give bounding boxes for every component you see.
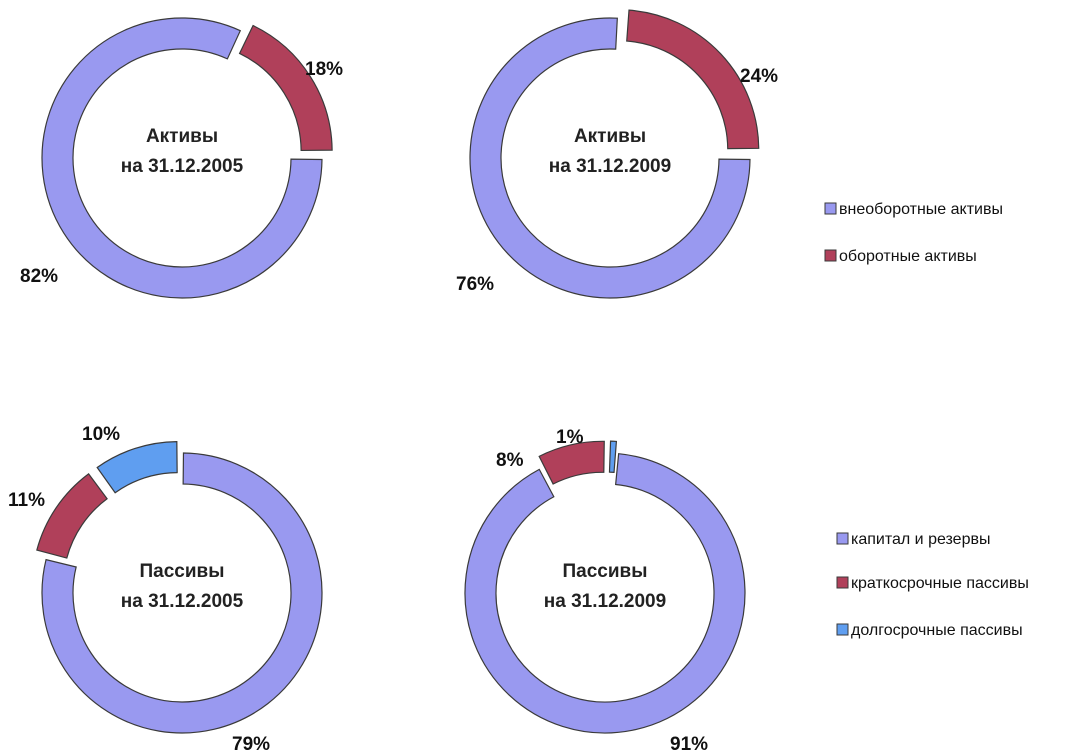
legend-liabilities: капитал и резервы краткосрочные пассивы … [836,531,1029,639]
data-label-kratkosrochnye: 8% [496,450,524,471]
legend-swatch-kapital [836,532,849,545]
donut-slice-1 [464,453,746,734]
chart-center-title: Активы [574,126,646,147]
donut-slice-3 [608,440,618,473]
legend-item: оборотные активы [824,248,977,265]
chart-center-title: Пассивы [140,561,225,582]
donut-slice-2 [238,24,333,152]
donut-chart-liabilities-2005: Пассивы на 31.12.2005 79% 11% 10% [8,424,323,755]
donut-slice-1 [41,452,323,734]
data-label-oborotnye: 24% [740,66,778,87]
data-label-kratkosrochnye: 11% [8,490,45,511]
legend-swatch-vneoborotnye [824,202,837,215]
data-label-dolgosrochnye: 10% [82,424,120,445]
legend-item: внеоборотные активы [824,201,1003,218]
donut-chart-assets-2005: Активы на 31.12.2005 82% 18% [20,17,343,299]
legend-swatch-dolgosrochnye [836,623,849,636]
donut-chart-liabilities-2009: Пассивы на 31.12.2009 91% 8% 1% [464,427,746,755]
data-label-oborotnye: 18% [305,59,343,80]
legend-item: капитал и резервы [836,531,990,548]
data-label-kapital: 79% [232,734,270,755]
chart-center-title: Пассивы [563,561,648,582]
donut-slice-2 [538,440,605,485]
legend-swatch-oborotnye [824,249,837,262]
legend-swatch-kratkosrochnye [836,576,849,589]
legend-item: долгосрочные пассивы [836,622,1023,639]
legend-item: краткосрочные пассивы [836,575,1029,592]
data-label-dolgosrochnye: 1% [556,427,584,448]
data-label-vneoborotnye: 82% [20,266,58,287]
legend-label-kapital: капитал и резервы [851,531,990,548]
legend-label-oborotnye: оборотные активы [839,248,977,265]
chart-center-date: на 31.12.2009 [549,156,671,177]
legend-label-vneoborotnye: внеоборотные активы [839,201,1003,218]
donut-slice-1 [41,17,323,299]
data-label-vneoborotnye: 76% [456,274,494,295]
donut-slice-3 [96,440,178,494]
legend-label-dolgosrochnye: долгосрочные пассивы [851,622,1023,639]
data-label-kapital: 91% [670,734,708,755]
legend-label-kratkosrochnye: краткосрочные пассивы [851,575,1029,592]
chart-center-date: на 31.12.2009 [544,591,666,612]
donut-slice-2 [36,473,108,559]
donut-slice-2 [626,9,760,150]
donut-chart-assets-2009: Активы на 31.12.2009 76% 24% [456,9,778,299]
chart-center-date: на 31.12.2005 [121,156,244,177]
legend-assets: внеоборотные активы оборотные активы [824,201,1003,265]
chart-center-date: на 31.12.2005 [121,591,244,612]
donut-slice-1 [469,17,751,299]
chart-center-title: Активы [146,126,218,147]
